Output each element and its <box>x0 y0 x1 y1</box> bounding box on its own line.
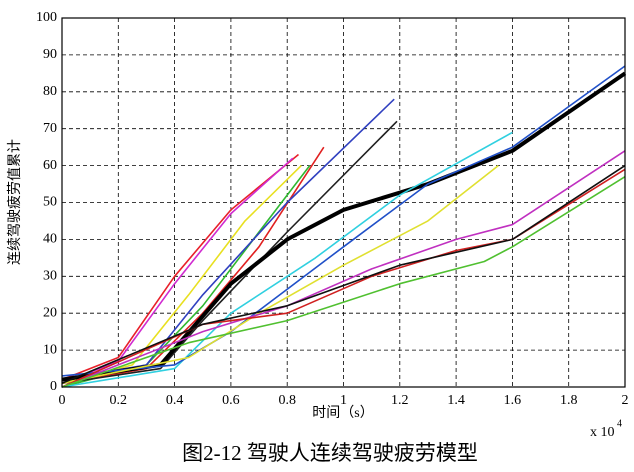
y-axis-label: 连续驾驶疲劳值累计 <box>6 139 23 265</box>
x-tick-label: 2 <box>622 393 629 408</box>
y-tick-label: 100 <box>36 10 57 25</box>
x-multiplier: x 10 <box>590 425 615 440</box>
x-tick-label: 1.8 <box>560 393 578 408</box>
x-multiplier-exponent: 4 <box>617 418 622 429</box>
y-tick-label: 60 <box>43 158 57 173</box>
y-tick-label: 80 <box>43 84 57 99</box>
x-axis-label: 时间（s） <box>312 405 373 421</box>
y-tick-label: 10 <box>43 342 57 357</box>
y-tick-label: 20 <box>43 305 57 320</box>
line-series <box>61 120 398 385</box>
plot-frame <box>61 17 626 388</box>
x-tick-label: 1.4 <box>447 393 465 408</box>
x-tick-label: 0.4 <box>166 393 184 408</box>
line-series <box>61 157 294 385</box>
line-series <box>61 71 627 382</box>
y-tick-label: 30 <box>43 269 57 284</box>
line-series <box>61 164 626 385</box>
x-tick-label: 1.2 <box>391 393 409 408</box>
chart-title: 图2-12 驾驶人连续驾驶疲劳模型 <box>182 441 478 465</box>
line-series <box>61 176 626 388</box>
x-tick-label: 0.6 <box>222 393 240 408</box>
x-tick-label: 0 <box>59 393 66 408</box>
line-series <box>61 65 626 377</box>
x-tick-label: 1 <box>340 393 347 408</box>
line-series <box>61 131 513 388</box>
y-tick-label: 40 <box>43 232 57 247</box>
y-tick-label: 70 <box>43 121 57 136</box>
line-series <box>61 164 499 385</box>
y-tick-label: 50 <box>43 195 57 210</box>
x-tick-label: 0.8 <box>278 393 296 408</box>
y-tick-label: 90 <box>43 47 57 62</box>
y-tick-label: 0 <box>50 379 57 394</box>
line-series <box>61 150 626 388</box>
x-tick-label: 1.6 <box>504 393 522 408</box>
x-tick-label: 0.2 <box>110 393 128 408</box>
line-series <box>61 153 300 381</box>
